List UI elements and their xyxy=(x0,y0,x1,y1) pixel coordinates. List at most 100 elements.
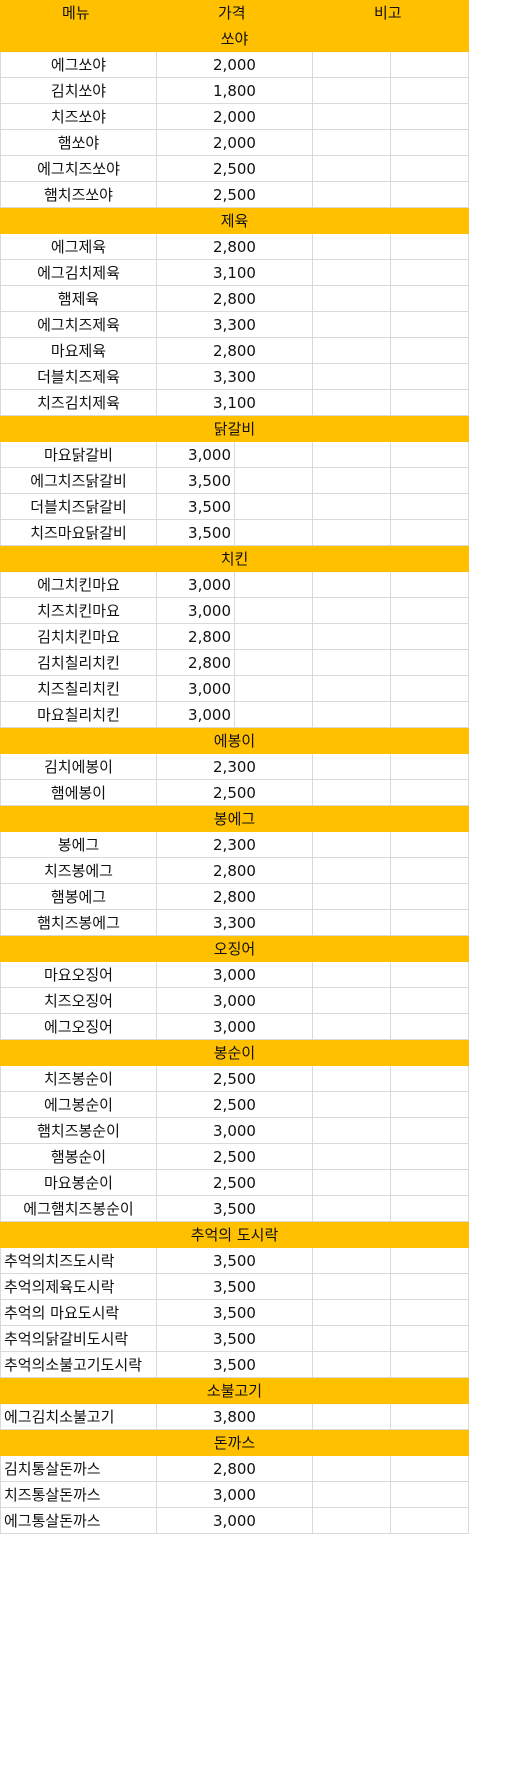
price-cell: 2,800 xyxy=(157,884,313,910)
menu-row: 햄제육 2,800 xyxy=(0,286,469,312)
note-cell xyxy=(391,858,469,884)
menu-row: 치즈통살돈까스 3,000 xyxy=(0,1482,469,1508)
note-cell xyxy=(391,780,469,806)
note-cell xyxy=(391,494,469,520)
menu-name-cell: 추억의제육도시락 xyxy=(0,1274,157,1300)
note-cell xyxy=(391,754,469,780)
note-cell xyxy=(313,624,391,650)
note-cell xyxy=(391,1326,469,1352)
price-cell: 2,500 xyxy=(157,780,313,806)
price-cell: 2,000 xyxy=(157,52,313,78)
menu-row: 추억의치즈도시락 3,500 xyxy=(0,1248,469,1274)
note-cell xyxy=(391,1118,469,1144)
price-cell: 3,000 xyxy=(157,676,235,702)
menu-name-cell: 에그오징어 xyxy=(0,1014,157,1040)
menu-row: 봉에그 2,300 xyxy=(0,832,469,858)
menu-row: 더블치즈닭갈비 3,500 xyxy=(0,494,469,520)
price-cell: 3,500 xyxy=(157,1196,313,1222)
note-cell xyxy=(391,312,469,338)
note-cell xyxy=(313,572,391,598)
price-cell: 2,500 xyxy=(157,156,313,182)
menu-row: 치즈치킨마요 3,000 xyxy=(0,598,469,624)
menu-name-cell: 에그치킨마요 xyxy=(0,572,157,598)
menu-name-cell: 김치치킨마요 xyxy=(0,624,157,650)
menu-name-cell: 에그치즈제육 xyxy=(0,312,157,338)
price-cell: 3,000 xyxy=(157,702,235,728)
section-header-row: 닭갈비 xyxy=(0,416,469,442)
note-cell xyxy=(391,1352,469,1378)
price-cell: 2,000 xyxy=(157,130,313,156)
note-cell xyxy=(391,156,469,182)
note-cell xyxy=(313,78,391,104)
menu-name-cell: 햄에봉이 xyxy=(0,780,157,806)
note-cell xyxy=(391,884,469,910)
section-header-row: 치킨 xyxy=(0,546,469,572)
price-cell: 3,500 xyxy=(157,1248,313,1274)
note-cell xyxy=(391,52,469,78)
note-cell xyxy=(313,1066,391,1092)
section-title: 소불고기 xyxy=(206,1382,263,1400)
menu-name-cell: 더블치즈닭갈비 xyxy=(0,494,157,520)
note-cell xyxy=(391,234,469,260)
note-cell xyxy=(313,1482,391,1508)
price-cell: 2,500 xyxy=(157,1092,313,1118)
menu-name-cell: 햄봉에그 xyxy=(0,884,157,910)
menu-row: 에그오징어 3,000 xyxy=(0,1014,469,1040)
price-cell: 3,300 xyxy=(157,364,313,390)
menu-row: 치즈오징어 3,000 xyxy=(0,988,469,1014)
note-cell xyxy=(313,1014,391,1040)
menu-row: 마요오징어 3,000 xyxy=(0,962,469,988)
menu-row: 마요제육 2,800 xyxy=(0,338,469,364)
section-title: 에봉이 xyxy=(213,732,256,750)
price-cell: 2,300 xyxy=(157,754,313,780)
note-cell xyxy=(391,1274,469,1300)
price-cell: 2,800 xyxy=(157,858,313,884)
menu-row: 김치칠리치킨 2,800 xyxy=(0,650,469,676)
note-cell xyxy=(235,676,313,702)
section-header-row: 봉순이 xyxy=(0,1040,469,1066)
menu-row: 김치쏘야 1,800 xyxy=(0,78,469,104)
price-column-header: 가격 xyxy=(218,4,246,22)
menu-row: 추억의 마요도시락 3,500 xyxy=(0,1300,469,1326)
section-title: 오징어 xyxy=(213,940,256,958)
price-cell: 3,500 xyxy=(157,1300,313,1326)
note-cell xyxy=(391,1170,469,1196)
note-cell xyxy=(313,312,391,338)
note-cell xyxy=(391,130,469,156)
note-cell xyxy=(235,468,313,494)
note-cell xyxy=(235,520,313,546)
note-cell xyxy=(391,1404,469,1430)
note-cell xyxy=(391,702,469,728)
menu-row: 추억의제육도시락 3,500 xyxy=(0,1274,469,1300)
price-cell: 2,800 xyxy=(157,624,235,650)
price-cell: 3,000 xyxy=(157,1014,313,1040)
menu-name-cell: 마요오징어 xyxy=(0,962,157,988)
note-cell xyxy=(391,364,469,390)
section-title: 닭갈비 xyxy=(213,420,256,438)
menu-name-cell: 에그김치소불고기 xyxy=(0,1404,157,1430)
note-cell xyxy=(391,182,469,208)
menu-row: 김치치킨마요 2,800 xyxy=(0,624,469,650)
menu-row: 치즈봉에그 2,800 xyxy=(0,858,469,884)
note-cell xyxy=(313,962,391,988)
note-cell xyxy=(313,780,391,806)
menu-name-cell: 추억의닭갈비도시락 xyxy=(0,1326,157,1352)
menu-row: 추억의소불고기도시락 3,500 xyxy=(0,1352,469,1378)
price-cell: 2,500 xyxy=(157,1144,313,1170)
note-cell xyxy=(235,442,313,468)
menu-row: 치즈김치제육 3,100 xyxy=(0,390,469,416)
price-cell: 3,100 xyxy=(157,260,313,286)
note-cell xyxy=(313,442,391,468)
menu-name-cell: 마요닭갈비 xyxy=(0,442,157,468)
menu-row: 에그치즈제육 3,300 xyxy=(0,312,469,338)
menu-row: 마요닭갈비 3,000 xyxy=(0,442,469,468)
note-cell xyxy=(391,650,469,676)
note-cell xyxy=(313,910,391,936)
menu-name-cell: 햄치즈쏘야 xyxy=(0,182,157,208)
menu-name-cell: 마요칠리치킨 xyxy=(0,702,157,728)
menu-name-cell: 김치쏘야 xyxy=(0,78,157,104)
menu-name-cell: 에그햄치즈봉순이 xyxy=(0,1196,157,1222)
price-cell: 3,800 xyxy=(157,1404,313,1430)
note-cell xyxy=(313,260,391,286)
section-header-row: 오징어 xyxy=(0,936,469,962)
